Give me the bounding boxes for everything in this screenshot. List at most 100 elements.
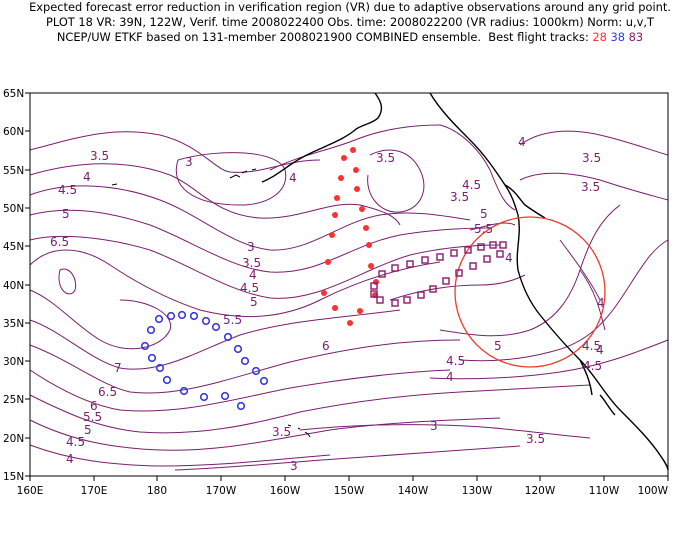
contour-label: 3.5	[450, 190, 469, 204]
title-line-1: Expected forecast error reduction in ver…	[29, 0, 671, 14]
title-line-3: NCEP/UW ETKF based on 131-member 2008021…	[0, 30, 700, 45]
alaska-coast	[261, 92, 383, 183]
contour-line	[439, 204, 621, 337]
lat-label: 20N	[3, 433, 24, 445]
title-line-2: PLOT 18 VR: 39N, 122W, Verif. time 20080…	[46, 15, 654, 29]
contour-label: 3	[247, 240, 255, 254]
baja-coast	[579, 359, 593, 396]
track-38-point	[233, 344, 243, 354]
contour-line	[29, 417, 501, 451]
track-38-point	[199, 392, 209, 402]
track-28-point	[329, 232, 335, 238]
track-83-label: 83	[628, 30, 644, 44]
track-83-point	[378, 270, 386, 278]
contour-label: 4	[249, 268, 257, 282]
contour-line	[299, 424, 591, 439]
contour-label: 3.5	[376, 151, 395, 165]
contour-line	[269, 124, 441, 171]
contour-line	[29, 185, 471, 251]
lon-label: 160W	[270, 485, 301, 497]
canada-coast	[504, 184, 546, 219]
contour-line	[29, 163, 401, 226]
track-83-point	[464, 246, 472, 254]
track-38-label: 38	[610, 30, 626, 44]
lon-label: 160E	[17, 485, 44, 497]
hawaii-island	[297, 427, 301, 430]
contour-label: 6	[322, 339, 330, 353]
contour-line	[367, 149, 425, 213]
contour-line	[519, 130, 669, 156]
track-28-label: 28	[592, 30, 607, 44]
contour-label: 6.5	[98, 385, 117, 399]
track-83-point	[421, 256, 429, 264]
track-28-point	[341, 155, 347, 161]
track-28-point	[338, 175, 344, 181]
track-83-point	[370, 282, 378, 290]
contour-label: 4.5	[66, 435, 85, 449]
contour-line	[579, 269, 606, 331]
contour-label: 3	[430, 419, 438, 433]
track-38-point	[147, 353, 157, 363]
contour-label: 5.5	[83, 410, 102, 424]
track-38-point	[223, 332, 233, 342]
contour-line	[389, 274, 526, 301]
track-83-point	[403, 296, 411, 304]
contour-label: 4.5	[446, 354, 465, 368]
track-28-point	[359, 206, 365, 212]
track-83-point	[496, 250, 504, 258]
contour-label: 5	[494, 339, 502, 353]
contour-label: 6.5	[50, 235, 69, 249]
contour-label: 3	[185, 155, 193, 169]
contour-label: 7	[114, 361, 122, 375]
track-38-point	[177, 310, 187, 320]
track-38-point	[211, 322, 221, 332]
contour-label: 4	[597, 296, 605, 310]
track-83-point	[442, 277, 450, 285]
track-38-points	[140, 310, 269, 411]
contour-lines	[29, 124, 669, 471]
lat-label: 25N	[3, 394, 24, 406]
contour-label: 4	[518, 135, 526, 149]
lon-label: 170E	[81, 485, 108, 497]
contour-label: 4	[505, 251, 513, 265]
track-28-point	[325, 259, 331, 265]
track-38-point	[146, 325, 156, 335]
contour-label: 6	[90, 399, 98, 413]
aleutian-island	[111, 183, 118, 186]
track-83-point	[455, 269, 463, 277]
lat-label: 55N	[3, 165, 24, 177]
track-28-point	[332, 212, 338, 218]
contour-label: 4.5	[58, 183, 77, 197]
title-line-3-text: NCEP/UW ETKF based on 131-member 2008021…	[56, 30, 593, 44]
aleutian-island	[229, 174, 241, 179]
track-38-point	[166, 311, 176, 321]
contour-line	[29, 444, 331, 467]
contour-line	[174, 445, 521, 471]
contour-line	[29, 131, 321, 173]
lon-label: 130W	[462, 485, 493, 497]
verification-region-circle	[454, 216, 606, 368]
track-38-point	[140, 341, 150, 351]
track-28-point	[354, 186, 360, 192]
lon-ticks	[29, 476, 669, 481]
track-83-point	[436, 253, 444, 261]
lat-label: 30N	[3, 356, 24, 368]
lat-label: 60N	[3, 126, 24, 138]
islands	[111, 168, 311, 438]
lat-label: 15N	[3, 471, 24, 483]
track-38-point	[154, 314, 164, 324]
mexico-coast	[599, 394, 616, 416]
contour-line	[58, 268, 77, 295]
aleutian-island	[251, 168, 257, 171]
track-83-point	[370, 290, 378, 298]
contour-label: 3	[290, 459, 298, 473]
track-83-point	[417, 291, 425, 299]
lon-label: 110W	[589, 485, 620, 497]
contour-line	[29, 369, 451, 412]
lat-label: 35N	[3, 318, 24, 330]
track-28-point	[334, 195, 340, 201]
contour-label: 3.5	[526, 432, 545, 446]
track-83-point	[489, 241, 497, 249]
lon-label: 120W	[525, 485, 556, 497]
